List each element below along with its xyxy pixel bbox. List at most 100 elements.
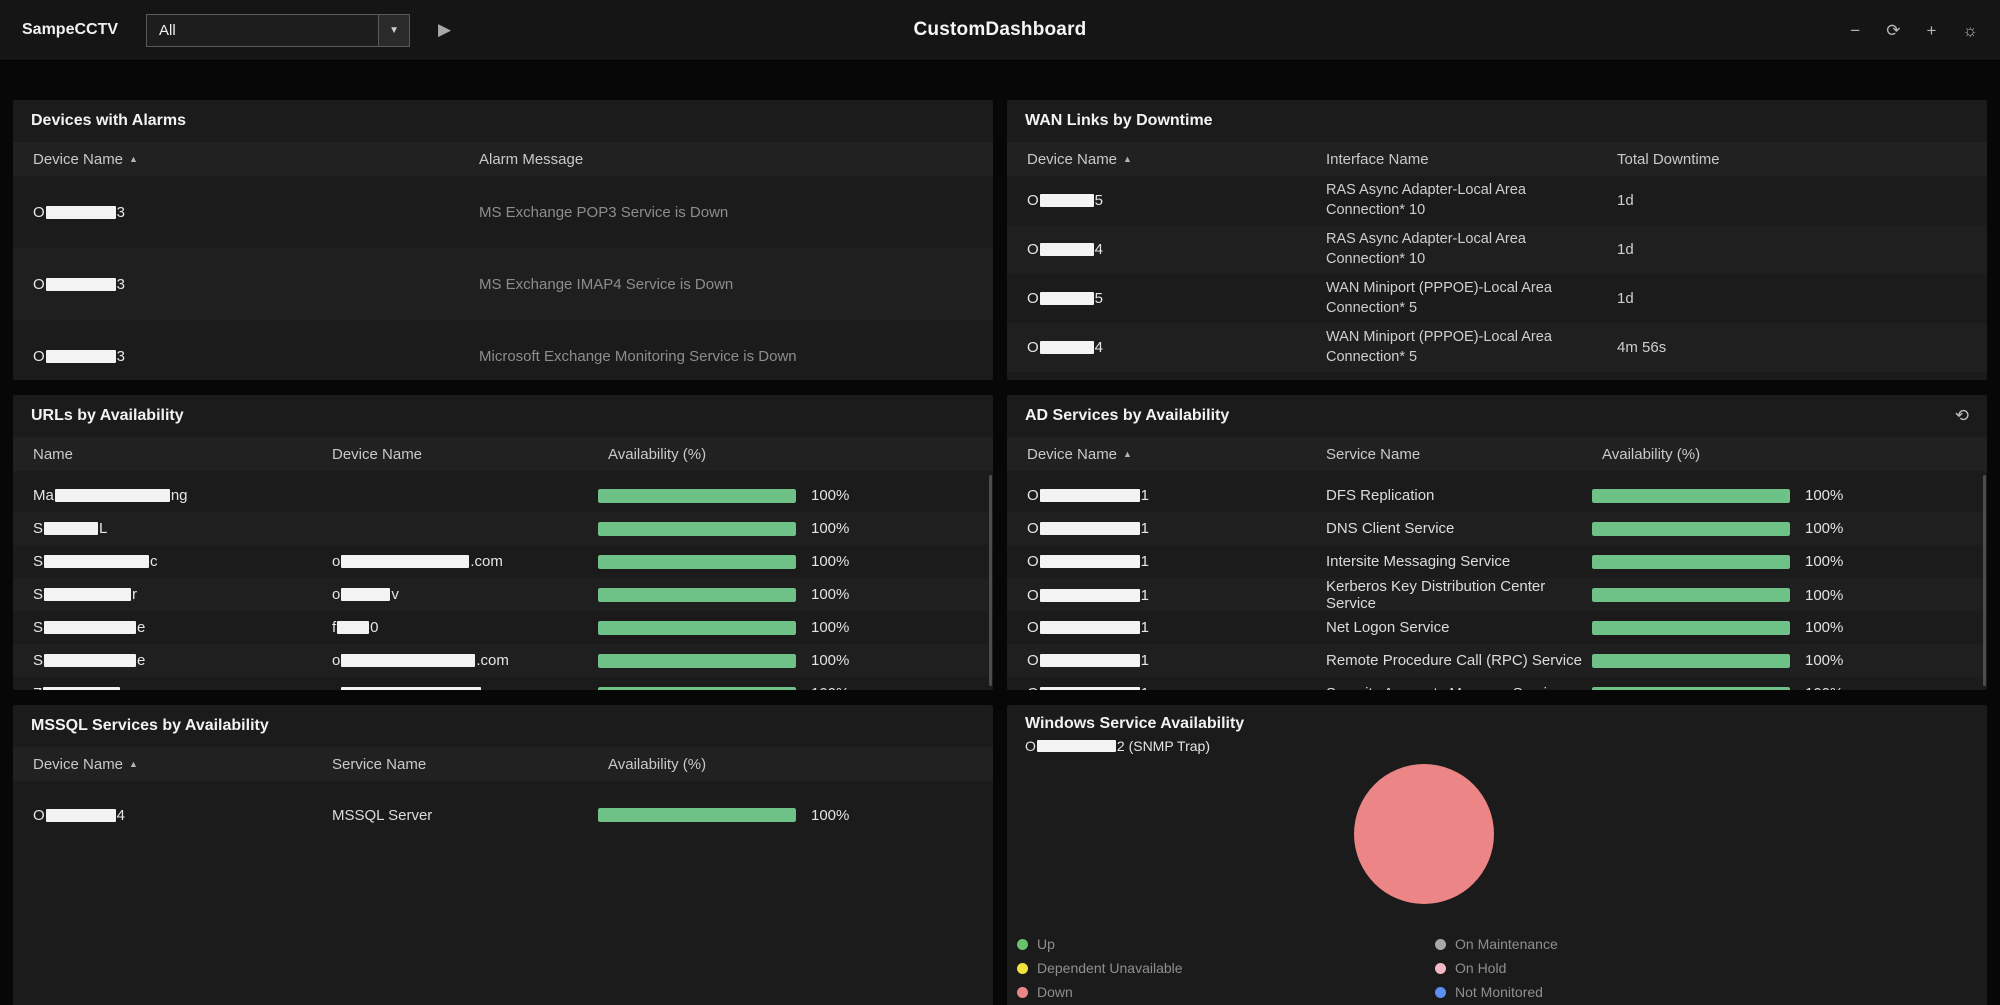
scrollbar-thumb[interactable]	[1983, 475, 1986, 686]
column-header-interface-name[interactable]: Interface Name	[1306, 151, 1597, 168]
column-header-alarm-message[interactable]: Alarm Message	[459, 151, 993, 168]
widget-title: MSSQL Services by Availability	[31, 717, 269, 734]
device-name-cell[interactable]: O1	[1007, 685, 1306, 690]
column-label: Service Name	[1326, 445, 1421, 463]
url-name-cell[interactable]: Ma ng	[13, 487, 312, 504]
redaction-block	[341, 555, 470, 568]
table-row[interactable]: O 4 RAS Async Adapter-Local Area Connectio…	[1007, 225, 1987, 274]
device-name-cell: o.com	[312, 553, 598, 570]
widget-refresh-icon[interactable]: ⟲	[1954, 406, 1969, 425]
scrollbar-thumb[interactable]	[989, 475, 992, 686]
url-name-cell[interactable]: Z	[13, 685, 312, 690]
column-header-device-name[interactable]: Device Name ▲	[1007, 446, 1306, 463]
availability-value: 100%	[1805, 586, 1844, 604]
table-row[interactable]: O 4 WAN Miniport (PPPOE)-Local Area Connec…	[1007, 323, 1987, 372]
table-row[interactable]: S L 100%	[13, 512, 993, 545]
alarm-message-cell: Microsoft Exchange Monitoring Service is…	[479, 347, 797, 365]
column-header-service-name[interactable]: Service Name	[312, 756, 598, 773]
column-header-device-name[interactable]: Device Name ▲	[13, 756, 312, 773]
table-row[interactable]: O 3 MS Exchange IMAP4 Service is Down	[13, 248, 993, 320]
column-header-name[interactable]: Name	[13, 446, 312, 463]
table-row[interactable]: O 4 MSSQL Server 100%	[13, 793, 993, 837]
play-slideshow-icon[interactable]: ▶	[438, 20, 452, 39]
interface-name-cell: RAS Async Adapter-Local Area Connection*…	[1326, 230, 1526, 267]
refresh-icon[interactable]: ⟳	[1886, 20, 1901, 40]
availability-bar	[1592, 653, 1790, 668]
service-name-cell: Security Accounts Manager Service	[1306, 685, 1592, 690]
table-row[interactable]: O 1 Remote Procedure Call (RPC) Service 100…	[1007, 644, 1987, 677]
column-header-device-name[interactable]: Device Name ▲	[13, 151, 459, 168]
dashboard-select-button[interactable]: ▼	[378, 13, 411, 47]
table-row[interactable]: O 1 DNS Client Service 100%	[1007, 512, 1987, 545]
redaction-block	[1039, 687, 1140, 690]
table-row[interactable]: O1 Security Accounts Manager Service 100%	[1007, 677, 1987, 690]
column-header-total-downtime[interactable]: Total Downtime	[1597, 151, 1987, 168]
redaction-block	[1039, 555, 1140, 568]
availability-bar-fill	[598, 653, 796, 668]
availability-pie-chart[interactable]	[1354, 764, 1494, 904]
collapse-icon[interactable]: −	[1850, 20, 1861, 40]
table-row[interactable]: Ma ng 100%	[13, 479, 993, 512]
legend-label: On Maintenance	[1455, 936, 1558, 952]
redaction-block	[45, 808, 116, 822]
widget-urls-by-availability: URLs by Availability Name Device Name Avai…	[13, 395, 993, 690]
table-row[interactable]: O 3 MS Exchange POP3 Service is Down	[13, 176, 993, 248]
table-row[interactable]: O 1 Net Logon Service 100%	[1007, 611, 1987, 644]
redaction-block	[1039, 588, 1140, 602]
availability-bar-fill	[598, 686, 796, 690]
availability-bar	[1592, 554, 1790, 569]
table-row[interactable]: O 5 RAS Async Adapter-Local Area Connectio…	[1007, 176, 1987, 225]
legend-item-dependent-unavailable[interactable]: Dependent Unavailable	[1017, 956, 1183, 980]
legend-item-down[interactable]: Down	[1017, 980, 1183, 1004]
column-header-availability[interactable]: Availability (%)	[598, 756, 993, 773]
column-header-availability[interactable]: Availability (%)	[598, 446, 993, 463]
table-row[interactable]: Zo.com 100%	[13, 677, 993, 690]
column-header-service-name[interactable]: Service Name	[1306, 446, 1592, 463]
table-row[interactable]: O 1 DFS Replication 100%	[1007, 479, 1987, 512]
mssql-table-body: O 4 MSSQL Server 100%	[13, 781, 993, 837]
legend-item-up[interactable]: Up	[1017, 932, 1183, 956]
availability-bar	[598, 587, 796, 602]
widget-grid: Devices with Alarms Device Name ▲ Alarm Me…	[0, 61, 2000, 1005]
legend-item-on-hold[interactable]: On Hold	[1435, 956, 1558, 980]
table-row[interactable]: O 3 Microsoft Exchange Monitoring Service …	[13, 320, 993, 380]
column-header-device-name[interactable]: Device Name	[312, 446, 598, 463]
table-row[interactable]: O 1 Kerberos Key Distribution Center Servi…	[1007, 578, 1987, 612]
add-widget-icon[interactable]: +	[1926, 20, 1937, 40]
availability-value: 100%	[1805, 652, 1844, 669]
dashboard-select[interactable]: All ▼	[146, 13, 411, 47]
total-downtime-cell: 4m 56s	[1617, 339, 1667, 356]
theme-brightness-icon[interactable]: ☼	[1962, 20, 1978, 40]
legend-item-not-monitored[interactable]: Not Monitored	[1435, 980, 1558, 1004]
column-header-device-name[interactable]: Device Name ▲	[1007, 151, 1306, 168]
legend-item-on-maintenance[interactable]: On Maintenance	[1435, 932, 1558, 956]
dashboard-select-value[interactable]: All	[146, 13, 379, 47]
table-row[interactable]: O 5 WAN Miniport (PPPOE)-Local Area Connec…	[1007, 274, 1987, 323]
availability-bar	[1592, 620, 1790, 635]
column-header-availability[interactable]: Availability (%)	[1592, 446, 1987, 463]
table-row[interactable]: O 1 Intersite Messaging Service 100%	[1007, 545, 1987, 578]
